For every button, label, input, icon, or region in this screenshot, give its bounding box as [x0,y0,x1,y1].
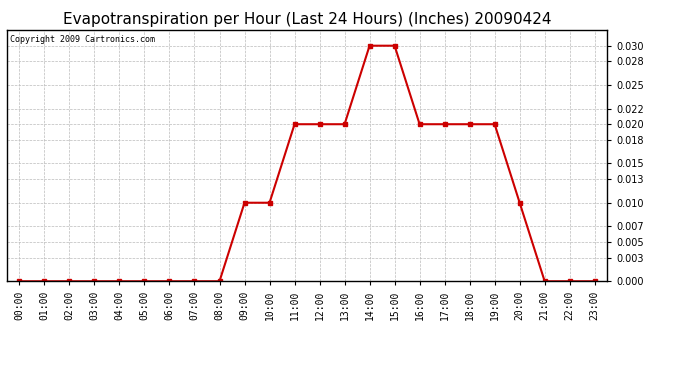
Title: Evapotranspiration per Hour (Last 24 Hours) (Inches) 20090424: Evapotranspiration per Hour (Last 24 Hou… [63,12,551,27]
Text: Copyright 2009 Cartronics.com: Copyright 2009 Cartronics.com [10,35,155,44]
